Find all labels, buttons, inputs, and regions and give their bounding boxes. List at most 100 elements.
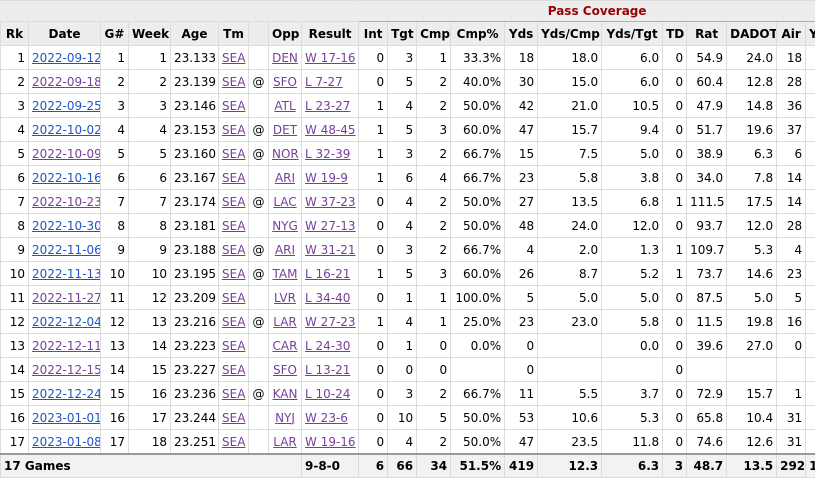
tm-link[interactable]: SEA [222,267,245,281]
opp-link[interactable]: NYG [272,219,298,233]
cell-date: 2022-10-23 [29,190,101,214]
date-link[interactable]: 2023-01-08 [32,435,101,449]
tm-link[interactable]: SEA [222,411,245,425]
cell-cmp-pct: 0.0% [451,334,505,358]
opp-link[interactable]: NOR [272,147,299,161]
result-link[interactable]: L 10-24 [305,387,350,401]
col-header-cmp-pct[interactable]: Cmp% [451,22,505,46]
cell-cmp: 2 [417,142,451,166]
tm-link[interactable]: SEA [222,99,245,113]
col-header-g-num[interactable]: G# [101,22,129,46]
tm-link[interactable]: SEA [222,363,245,377]
date-link[interactable]: 2023-01-01 [32,411,101,425]
date-link[interactable]: 2022-11-13 [32,267,101,281]
result-link[interactable]: L 34-40 [305,291,350,305]
col-header-yds-per-tgt[interactable]: Yds/Tgt [602,22,663,46]
col-header-result[interactable]: Result [302,22,359,46]
result-link[interactable]: L 13-21 [305,363,350,377]
col-header-yds-per-cmp[interactable]: Yds/Cmp [538,22,602,46]
result-link[interactable]: W 23-6 [305,411,348,425]
date-link[interactable]: 2022-12-24 [32,387,101,401]
col-header-cmp[interactable]: Cmp [417,22,451,46]
result-link[interactable]: W 17-16 [305,51,356,65]
col-header-location [249,22,269,46]
result-link[interactable]: W 27-13 [305,219,356,233]
date-link[interactable]: 2022-11-06 [32,243,101,257]
cell-yds-per-cmp [538,358,602,382]
col-header-td[interactable]: TD [663,22,687,46]
date-link[interactable]: 2022-11-27 [32,291,101,305]
date-link[interactable]: 2022-09-12 [32,51,101,65]
tm-link[interactable]: SEA [222,51,245,65]
opp-link[interactable]: TAM [273,267,298,281]
tm-link[interactable]: SEA [222,171,245,185]
cell-yds: 48 [505,214,538,238]
tm-link[interactable]: SEA [222,147,245,161]
result-link[interactable]: L 23-27 [305,99,350,113]
result-link[interactable]: W 27-23 [305,315,356,329]
tm-link[interactable]: SEA [222,123,245,137]
date-link[interactable]: 2022-09-25 [32,99,101,113]
result-link[interactable]: W 19-16 [305,435,356,449]
tm-link[interactable]: SEA [222,219,245,233]
date-link[interactable]: 2022-10-23 [32,195,101,209]
result-link[interactable]: L 16-21 [305,267,350,281]
tm-link[interactable]: SEA [222,195,245,209]
opp-link[interactable]: ATL [274,99,295,113]
cell-yds-per-cmp: 24.0 [538,214,602,238]
date-link[interactable]: 2022-10-30 [32,219,101,233]
col-header-dadot[interactable]: DADOT [727,22,777,46]
opp-link[interactable]: LAR [273,435,297,449]
date-link[interactable]: 2022-12-15 [32,363,101,377]
opp-link[interactable]: LVR [274,291,296,305]
col-header-date[interactable]: Date [29,22,101,46]
cell-yds-per-tgt: 10.5 [602,94,663,118]
date-link[interactable]: 2022-10-09 [32,147,101,161]
opp-link[interactable]: ARI [275,171,295,185]
date-link[interactable]: 2022-09-18 [32,75,101,89]
opp-link[interactable]: LAR [273,315,297,329]
cell-opp: LVR [269,286,302,310]
opp-link[interactable]: LAC [273,195,296,209]
opp-link[interactable]: DEN [272,51,298,65]
date-link[interactable]: 2022-10-02 [32,123,101,137]
result-link[interactable]: L 32-39 [305,147,350,161]
result-link[interactable]: L 7-27 [305,75,343,89]
result-link[interactable]: W 37-23 [305,195,356,209]
col-header-tgt[interactable]: Tgt [388,22,417,46]
date-link[interactable]: 2022-12-11 [32,339,101,353]
opp-link[interactable]: ARI [275,243,295,257]
tm-link[interactable]: SEA [222,291,245,305]
date-link[interactable]: 2022-10-16 [32,171,101,185]
tm-link[interactable]: SEA [222,315,245,329]
tm-link[interactable]: SEA [222,435,245,449]
opp-link[interactable]: SFO [273,363,297,377]
opp-link[interactable]: KAN [273,387,298,401]
result-link[interactable]: L 24-30 [305,339,350,353]
result-link[interactable]: W 48-45 [305,123,356,137]
result-link[interactable]: W 31-21 [305,243,356,257]
cell-yac: 13 [806,190,815,214]
opp-link[interactable]: NYJ [275,411,295,425]
cell-tgt: 3 [388,142,417,166]
opp-link[interactable]: CAR [273,339,298,353]
col-header-rk[interactable]: Rk [1,22,29,46]
tm-link[interactable]: SEA [222,339,245,353]
opp-link[interactable]: DET [273,123,297,137]
col-header-opp[interactable]: Opp [269,22,302,46]
cell-td: 0 [663,310,687,334]
col-header-week[interactable]: Week [129,22,171,46]
col-header-team[interactable]: Tm [219,22,249,46]
col-header-rat[interactable]: Rat [687,22,727,46]
tm-link[interactable]: SEA [222,387,245,401]
date-link[interactable]: 2022-12-04 [32,315,101,329]
col-header-yac[interactable]: YAC [806,22,815,46]
col-header-air[interactable]: Air [777,22,806,46]
tm-link[interactable]: SEA [222,75,245,89]
col-header-int[interactable]: Int [359,22,388,46]
opp-link[interactable]: SFO [273,75,297,89]
col-header-yds[interactable]: Yds [505,22,538,46]
result-link[interactable]: W 19-9 [305,171,348,185]
col-header-age[interactable]: Age [171,22,219,46]
tm-link[interactable]: SEA [222,243,245,257]
